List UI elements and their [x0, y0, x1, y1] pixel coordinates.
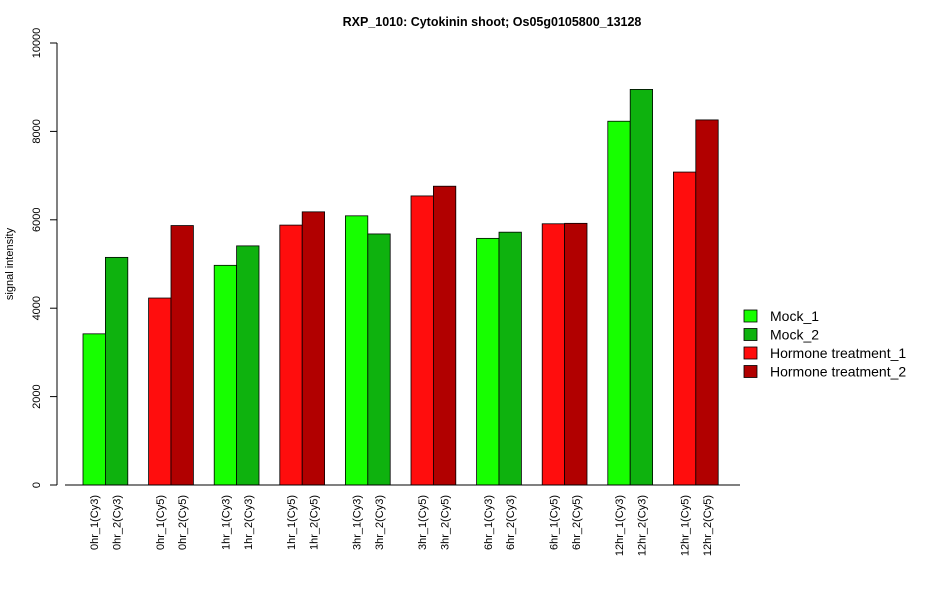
x-tick-label: 0hr_1(Cy5) [155, 495, 167, 550]
x-tick-label: 1hr_2(Cy5) [308, 495, 320, 550]
legend-swatch [743, 309, 758, 323]
bar [695, 119, 719, 486]
y-tick-label: 10000 [31, 28, 43, 59]
legend-swatch [743, 328, 758, 341]
bar [301, 211, 326, 486]
y-axis: 0 2000 4000 6000 8000 10000 [31, 28, 58, 488]
x-tick-label: 0hr_2(Cy3) [112, 495, 124, 550]
bar [236, 245, 260, 486]
bar [279, 224, 303, 486]
x-tick-label: 12hr_1(Cy5) [680, 495, 692, 556]
bar [673, 171, 697, 486]
bar [213, 264, 237, 486]
legend: Mock_1 Mock_2 Hormone treatment_1 Hormone t… [743, 308, 906, 380]
x-tick-label: 3hr_2(Cy5) [440, 495, 452, 550]
bar [476, 237, 500, 486]
x-tick-label: 12hr_2(Cy3) [636, 495, 648, 556]
y-axis-label: signal intensity [4, 227, 16, 300]
y-tick-label: 0 [31, 482, 43, 488]
bar [498, 231, 522, 486]
bar [541, 223, 566, 486]
legend-label: Mock_2 [770, 327, 819, 343]
legend-label: Hormone treatment_2 [770, 364, 906, 380]
x-tick-label: 1hr_2(Cy3) [243, 495, 255, 550]
bar [148, 297, 172, 486]
bar [367, 233, 391, 486]
x-tick-label: 0hr_1(Cy3) [89, 495, 101, 550]
y-tick-label: 2000 [31, 384, 43, 408]
x-tick-label: 6hr_2(Cy5) [571, 495, 583, 550]
legend-label: Mock_1 [770, 308, 819, 324]
x-tick-label: 6hr_1(Cy3) [483, 495, 495, 550]
bar [170, 225, 194, 486]
x-tick-label: 6hr_1(Cy5) [548, 495, 560, 550]
bar [344, 215, 369, 486]
chart-title: RXP_1010: Cytokinin shoot; Os05g0105800_… [343, 15, 642, 29]
y-tick-label: 4000 [31, 296, 43, 320]
x-tick-label: 1hr_1(Cy3) [220, 495, 232, 550]
x-tick-label: 3hr_1(Cy3) [352, 495, 364, 550]
x-tick-label: 0hr_2(Cy5) [177, 495, 189, 550]
legend-swatch [743, 346, 758, 360]
bar [105, 256, 129, 486]
legend-swatch [743, 365, 758, 378]
x-tick-label: 12hr_1(Cy3) [614, 495, 626, 556]
x-tick-label: 6hr_2(Cy3) [505, 495, 517, 550]
y-tick-label: 6000 [31, 208, 43, 232]
y-tick-label: 8000 [31, 119, 43, 143]
bar [564, 222, 588, 486]
bar [410, 195, 434, 486]
x-tick-label: 12hr_2(Cy5) [702, 495, 714, 556]
x-tick-label: 3hr_1(Cy5) [417, 495, 429, 550]
x-axis: 0hr_1(Cy3) 0hr_2(Cy3) 0hr_1(Cy5) 0hr_2(Cy5)… [65, 484, 740, 556]
x-tick-label: 1hr_1(Cy5) [286, 495, 298, 550]
legend-label: Hormone treatment_1 [770, 345, 906, 361]
bar [607, 120, 631, 486]
x-tick-label: 3hr_2(Cy3) [374, 495, 386, 550]
bar [629, 89, 654, 486]
bar [82, 333, 106, 486]
bars [82, 89, 719, 486]
bar [432, 185, 457, 486]
